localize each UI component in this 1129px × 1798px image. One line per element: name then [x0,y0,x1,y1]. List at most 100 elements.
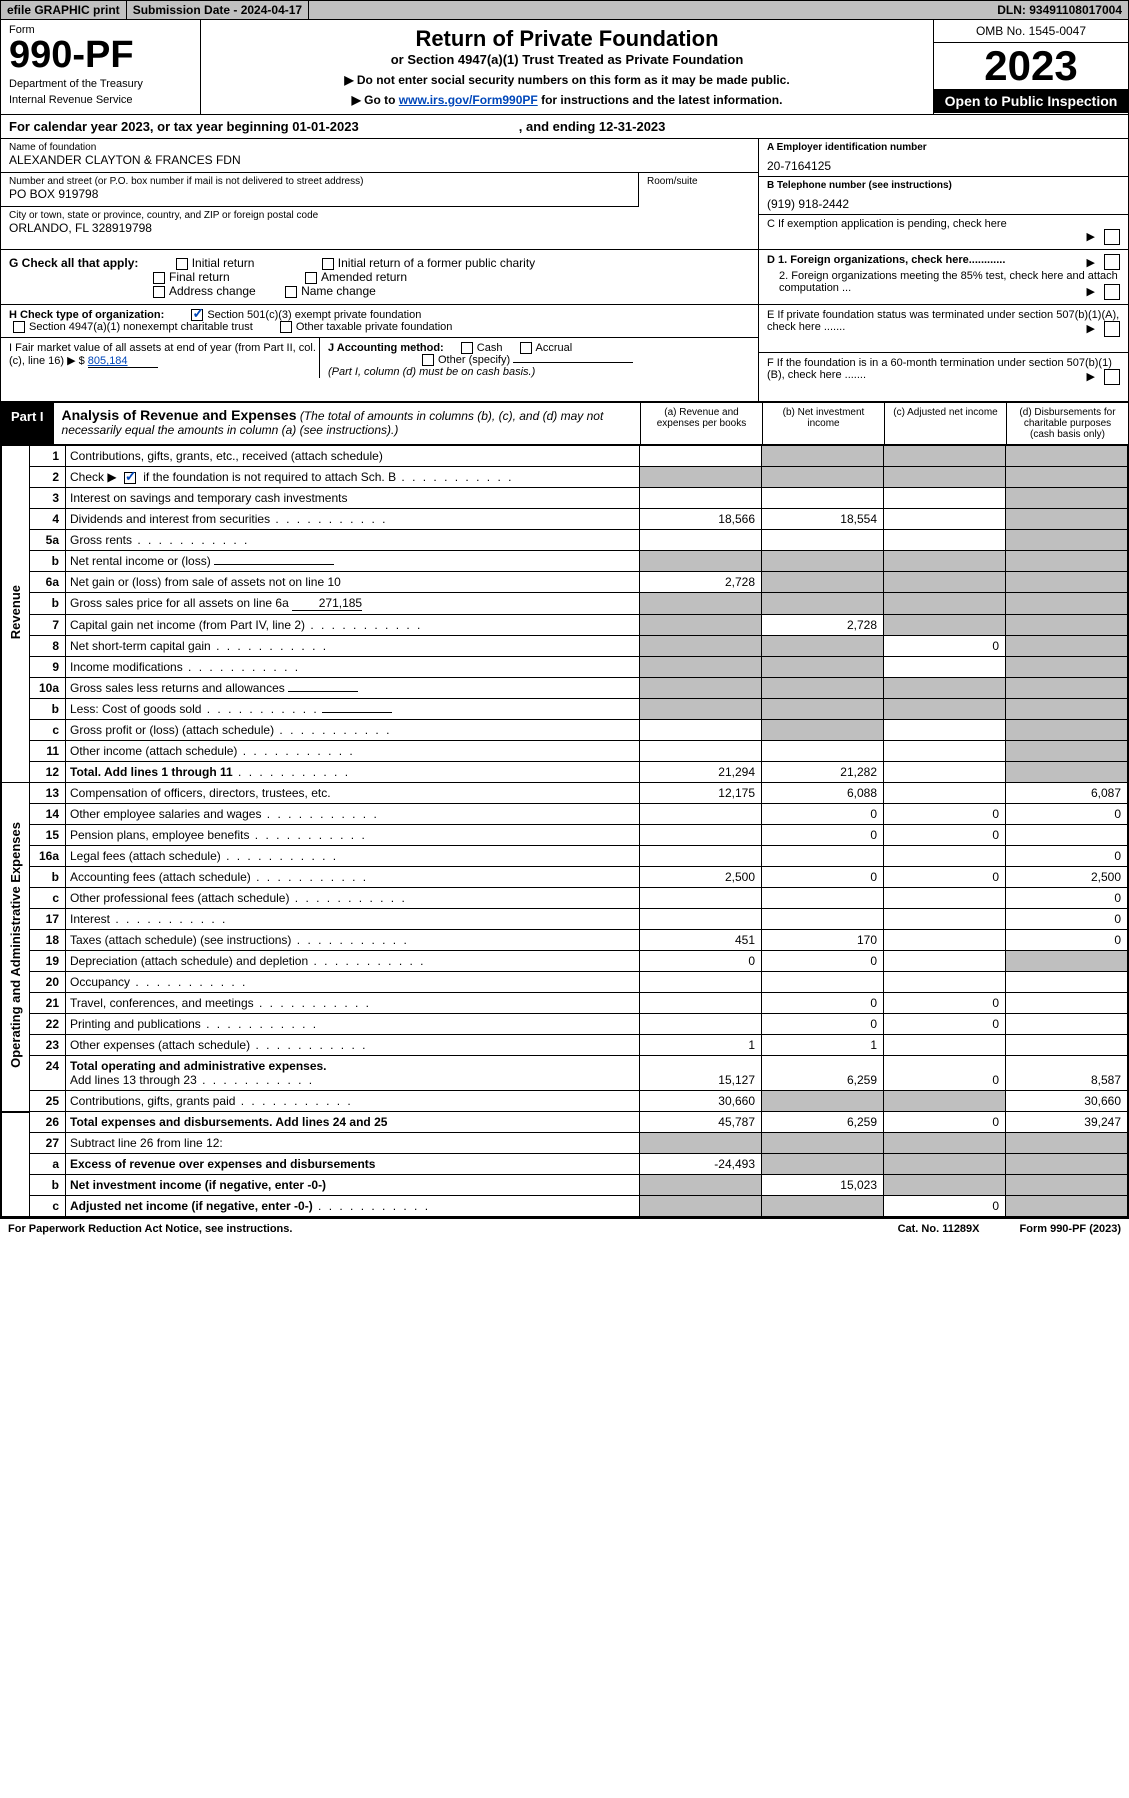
room-suite-cell: Room/suite [638,173,758,207]
line-desc: Other employee salaries and wages [70,807,261,821]
initial-return-checkbox[interactable] [176,258,188,270]
form-title: Return of Private Foundation [209,26,925,52]
j-accrual: Accrual [536,342,573,354]
foundation-name-label: Name of foundation [9,142,750,153]
line-desc: Capital gain net income (from Part IV, l… [70,618,305,632]
part1-title: Analysis of Revenue and Expenses [62,407,297,423]
cell-value: 451 [640,930,762,951]
line-desc: Other expenses (attach schedule) [70,1038,250,1052]
line-num: 7 [30,615,66,636]
e-cell: E If private foundation status was termi… [759,305,1128,353]
line-desc: Legal fees (attach schedule) [70,849,221,863]
d2-checkbox[interactable] [1104,284,1120,300]
line-num: 21 [30,993,66,1014]
line-num: 22 [30,1014,66,1035]
part1-header: Part I Analysis of Revenue and Expenses … [1,401,1128,445]
h-other-checkbox[interactable] [280,321,292,333]
cell-value: 2,500 [640,867,762,888]
j-other-checkbox[interactable] [422,354,434,366]
cell-value: 30,660 [640,1091,762,1112]
cell-value: 6,088 [762,783,884,804]
g-address: Address change [169,284,256,298]
g-name: Name change [301,284,376,298]
cell-value: 21,294 [640,762,762,783]
address-change-checkbox[interactable] [153,286,165,298]
name-change-checkbox[interactable] [285,286,297,298]
cell-value: 0 [762,1014,884,1035]
calendar-year-row: For calendar year 2023, or tax year begi… [1,114,1128,138]
line-num: 25 [30,1091,66,1112]
omb-number: OMB No. 1545-0047 [934,20,1128,43]
line-desc: Gross sales less returns and allowances [70,681,285,695]
arrow-icon: ▶ [1087,230,1095,243]
cal-year-end: , and ending 12-31-2023 [519,119,666,134]
line-desc: Gross rents [70,533,132,547]
cell-value: 0 [1006,804,1128,825]
cell-value: 18,554 [762,509,884,530]
cell-value: 0 [1006,888,1128,909]
amended-checkbox[interactable] [305,272,317,284]
exemption-checkbox[interactable] [1104,229,1120,245]
cell-value: 0 [884,1014,1006,1035]
g-label: G Check all that apply: [9,256,138,270]
initial-former-checkbox[interactable] [322,258,334,270]
line-num: 19 [30,951,66,972]
line-num: 27 [30,1133,66,1154]
cell-value: 0 [1006,930,1128,951]
final-return-checkbox[interactable] [153,272,165,284]
line-desc: Occupancy [70,975,130,989]
j-label: J Accounting method: [328,342,444,354]
cell-value: 15,023 [762,1175,884,1196]
d1-checkbox[interactable] [1104,254,1120,270]
e-checkbox[interactable] [1104,321,1120,337]
i-label: I Fair market value of all assets at end… [9,342,316,367]
line-desc2: if the foundation is not required to att… [143,470,396,484]
expenses-side-label: Operating and Administrative Expenses [8,822,23,1068]
line-num: b [30,593,66,615]
line-num: 15 [30,825,66,846]
form-number: 990-PF [9,36,192,74]
h-501c3-checkbox[interactable] [191,309,203,321]
col-b-header: (b) Net investment income [762,403,884,444]
address-value: PO BOX 919798 [9,187,630,201]
line-num: b [30,867,66,888]
cell-value: 21,282 [762,762,884,783]
line-num: b [30,699,66,720]
foundation-name-value: ALEXANDER CLAYTON & FRANCES FDN [9,153,750,167]
line-desc: Subtract line 26 from line 12: [66,1133,640,1154]
line-num: b [30,1175,66,1196]
f-checkbox[interactable] [1104,369,1120,385]
line-desc: Income modifications [70,660,183,674]
line-desc: Compensation of officers, directors, tru… [66,783,640,804]
e-text: E If private foundation status was termi… [767,309,1119,333]
arrow-icon: ▶ [1087,322,1095,335]
cell-value: 0 [1006,909,1128,930]
fmv-value[interactable]: 805,184 [88,355,158,368]
g-initial: Initial return [192,256,255,270]
cell-value: 12,175 [640,783,762,804]
line-num: 5a [30,530,66,551]
line-desc: Net gain or (loss) from sale of assets n… [66,572,640,593]
cell-value: 0 [884,867,1006,888]
form-subtitle: or Section 4947(a)(1) Trust Treated as P… [209,52,925,67]
line-desc: Other income (attach schedule) [70,744,237,758]
h-other: Other taxable private foundation [296,321,453,333]
efile-button[interactable]: efile GRAPHIC print [1,1,127,19]
line-desc: Net rental income or (loss) [70,554,211,568]
part1-tag: Part I [1,403,54,444]
line-desc: Gross profit or (loss) (attach schedule) [70,723,274,737]
line-num: 10a [30,678,66,699]
cell-value: 0 [762,993,884,1014]
phone-cell: B Telephone number (see instructions) (9… [759,177,1128,215]
schb-checkbox[interactable] [124,472,136,484]
arrow-icon: ▶ [1087,256,1095,269]
line-desc: Total operating and administrative expen… [70,1059,327,1073]
j-accrual-checkbox[interactable] [520,342,532,354]
j-cash-checkbox[interactable] [461,342,473,354]
instructions-link[interactable]: www.irs.gov/Form990PF [399,93,538,107]
cell-value: 0 [884,993,1006,1014]
cell-value: 6,259 [762,1112,884,1133]
h-4947-checkbox[interactable] [13,321,25,333]
dept-treasury: Department of the Treasury [9,78,192,90]
footer-cat: Cat. No. 11289X [898,1223,980,1235]
